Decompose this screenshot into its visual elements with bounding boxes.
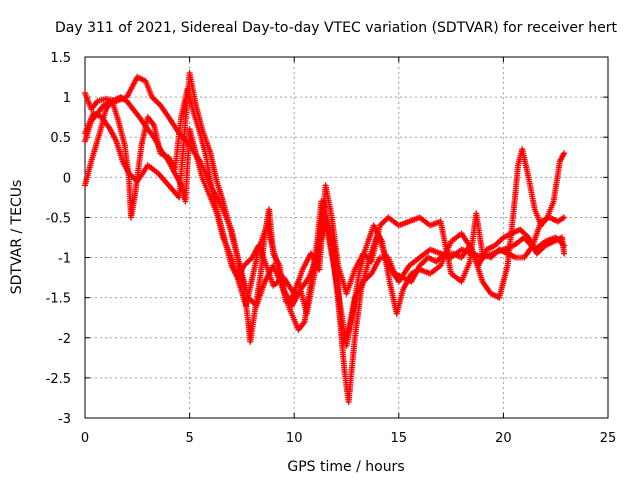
y-tick-label: 1.5	[50, 51, 71, 66]
y-tick-label: -2	[58, 332, 71, 347]
y-tick-label: -1	[58, 252, 71, 267]
data-points	[82, 70, 568, 405]
x-tick-label: 5	[185, 431, 193, 446]
y-tick-label: -0.5	[46, 211, 71, 226]
data-point	[561, 214, 568, 221]
x-tick-label: 25	[600, 431, 617, 446]
y-tick-label: 0.5	[50, 131, 71, 146]
series-track-3	[82, 86, 568, 297]
x-tick-label: 15	[391, 431, 408, 446]
plot-frame	[84, 56, 609, 419]
chart-title: Day 311 of 2021, Sidereal Day-to-day VTE…	[55, 20, 617, 36]
y-tick-label: -2.5	[46, 372, 71, 387]
x-axis-title: GPS time / hours	[287, 459, 404, 475]
y-tick-label: 1	[63, 91, 71, 106]
x-tick-labels: 0 5 10 15 20 25	[81, 431, 616, 446]
y-axis-title: SDTVAR / TECUs	[9, 180, 25, 295]
data-point	[561, 250, 568, 257]
series-track-4	[82, 94, 568, 349]
y-tick-labels: -3 -2.5 -2 -1.5 -1 -0.5 0 0.5 1 1.5	[46, 51, 71, 427]
x-tick-label: 10	[286, 431, 303, 446]
y-tick-label: -3	[58, 412, 71, 427]
x-tick-label: 20	[495, 431, 512, 446]
y-tick-label: 0	[63, 171, 71, 186]
data-point	[561, 150, 568, 157]
y-tick-label: -1.5	[46, 292, 71, 307]
x-tick-label: 0	[81, 431, 89, 446]
